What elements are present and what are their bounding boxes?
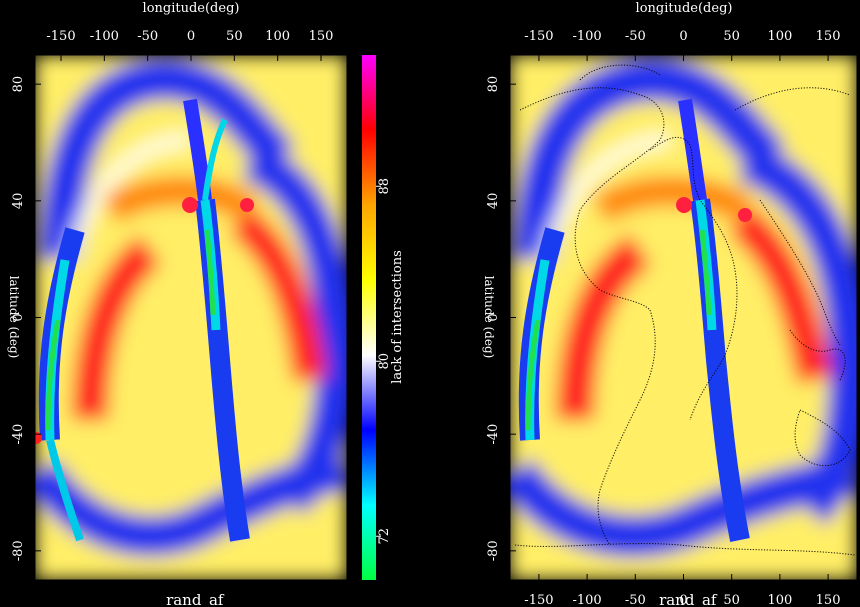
y-tick-label: 80: [11, 76, 26, 93]
right-heatmap: [510, 55, 857, 580]
colorbar-label: lack of intersections: [390, 250, 405, 384]
left-heatmap: [35, 55, 347, 580]
left-y-ticks: 80 40 0 -40 -80: [11, 76, 41, 561]
left-bottom-label: _rand_af: [159, 591, 225, 607]
x-tick-label: 50: [226, 29, 243, 44]
x-tick-label: 0: [679, 593, 687, 607]
y-tick-label: -80: [11, 540, 26, 561]
left-xlabel: longitude(deg): [143, 1, 240, 16]
x-tick-label: 50: [723, 29, 740, 44]
y-tick-label: 0: [486, 313, 501, 321]
x-tick-label: -50: [625, 29, 646, 44]
right-y-ticks: 80 40 0 -40 -80: [486, 76, 516, 561]
x-tick-label: 150: [309, 29, 334, 44]
y-tick-label: 40: [11, 193, 26, 210]
right-field: [510, 55, 857, 580]
right-panel: longitude(deg): [482, 1, 858, 607]
colorbar: 72 80 88 lack of intersections: [362, 55, 405, 580]
x-tick-label: -150: [524, 29, 553, 44]
x-tick-label: 150: [816, 29, 841, 44]
colorbar-ticks: 72 80 88: [376, 178, 392, 545]
x-tick-label: 100: [265, 29, 290, 44]
x-tick-label: -150: [524, 593, 553, 607]
left-panel: longitude(deg): [7, 1, 348, 607]
y-tick-label: -40: [11, 424, 26, 445]
x-tick-label: 0: [679, 29, 687, 44]
x-tick-label: -100: [573, 593, 602, 607]
y-tick-label: 0: [11, 313, 26, 321]
right-x-ticks-top: -150 -100 -50 0 50 100 150: [524, 29, 840, 61]
right-bottom-label: _rand_af: [652, 591, 718, 607]
right-x-ticks-bottom: -150 -100 -50 0 50 100 150: [524, 574, 840, 607]
y-tick-label: 40: [486, 193, 501, 210]
x-tick-label: -50: [137, 29, 158, 44]
y-tick-label: -40: [486, 424, 501, 445]
colorbar-tick-label: 88: [377, 178, 392, 195]
x-tick-label: -150: [46, 29, 75, 44]
colorbar-tick-label: 80: [377, 353, 392, 370]
x-tick-label: 0: [187, 29, 195, 44]
x-tick-label: 50: [723, 593, 740, 607]
x-tick-label: -100: [90, 29, 119, 44]
colorbar-fill: [362, 55, 376, 580]
colorbar-tick-label: 72: [377, 528, 392, 545]
left-x-ticks: -150 -100 -50 0 50 100 150: [46, 29, 333, 61]
x-tick-label: -50: [625, 593, 646, 607]
x-tick-label: -100: [573, 29, 602, 44]
coastlines: [514, 64, 856, 556]
right-xlabel: longitude(deg): [636, 1, 733, 16]
y-tick-label: -80: [486, 540, 501, 561]
right-ylabel: latitude (deg): [482, 276, 496, 359]
left-ylabel: latitude (deg): [7, 276, 21, 359]
y-tick-label: 80: [486, 76, 501, 93]
x-tick-label: 100: [767, 593, 792, 607]
x-tick-label: 100: [767, 29, 792, 44]
x-tick-label: 150: [816, 593, 841, 607]
